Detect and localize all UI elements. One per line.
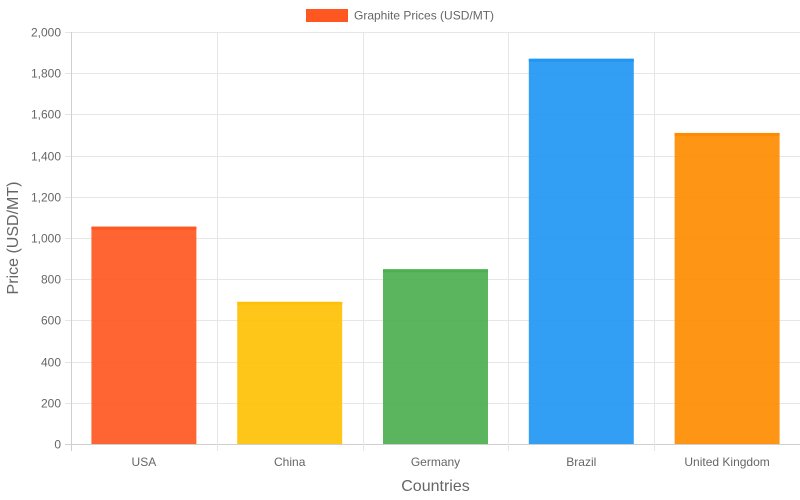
y-tick-label: 600 — [41, 314, 61, 328]
x-tick-label: China — [274, 455, 306, 469]
x-tick-label: Brazil — [566, 455, 596, 469]
y-tick-label: 1,600 — [31, 108, 61, 122]
y-tick-label: 1,000 — [31, 232, 61, 246]
bar[interactable] — [383, 269, 488, 444]
bar[interactable] — [674, 132, 780, 444]
bars — [91, 58, 780, 444]
legend[interactable]: Graphite Prices (USD/MT) — [306, 9, 494, 23]
x-axis-ticks: USA China Germany Brazil United Kingdom — [132, 455, 770, 469]
bar[interactable] — [528, 58, 634, 444]
bar[interactable] — [237, 301, 343, 444]
legend-swatch — [306, 9, 348, 22]
y-axis-title: Price (USD/MT) — [5, 182, 22, 295]
y-tick-label: 2,000 — [31, 26, 61, 40]
x-tick-label: United Kingdom — [684, 455, 769, 469]
y-tick-label: 400 — [41, 356, 61, 370]
x-tick-label: USA — [132, 455, 157, 469]
x-tick-label: Germany — [411, 455, 460, 469]
y-tick-label: 1,400 — [31, 150, 61, 164]
y-tick-label: 1,200 — [31, 191, 61, 205]
bar[interactable] — [91, 226, 197, 444]
y-tick-label: 0 — [54, 438, 61, 452]
y-tick-label: 200 — [41, 397, 61, 411]
y-axis-ticks: 0 200 400 600 800 1,000 1,200 1,400 1,600 1,800 2,… — [31, 26, 61, 452]
y-tick-label: 800 — [41, 273, 61, 287]
x-axis-title: Countries — [401, 478, 469, 495]
y-tick-label: 1,800 — [31, 67, 61, 81]
legend-label: Graphite Prices (USD/MT) — [354, 9, 494, 23]
